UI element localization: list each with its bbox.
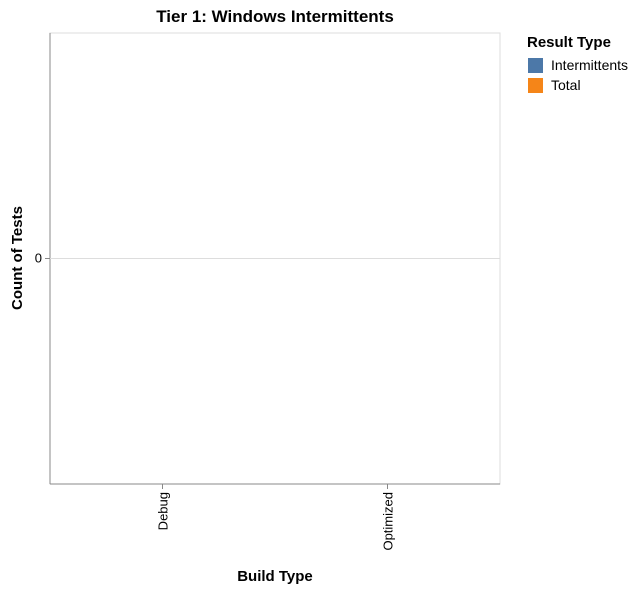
y-axis-title: Count of Tests (9, 206, 26, 310)
legend-label: Total (551, 77, 581, 93)
x-tick-label: Debug (156, 492, 171, 530)
legend-label: Intermittents (551, 57, 628, 73)
x-tick-label: Optimized (381, 492, 396, 551)
legend-swatch (528, 58, 543, 73)
x-axis-title: Build Type (237, 568, 313, 585)
chart-title: Tier 1: Windows Intermittents (156, 7, 394, 26)
legend-swatch (528, 78, 543, 93)
legend-title: Result Type (527, 34, 611, 51)
y-tick-label: 0 (35, 251, 42, 266)
